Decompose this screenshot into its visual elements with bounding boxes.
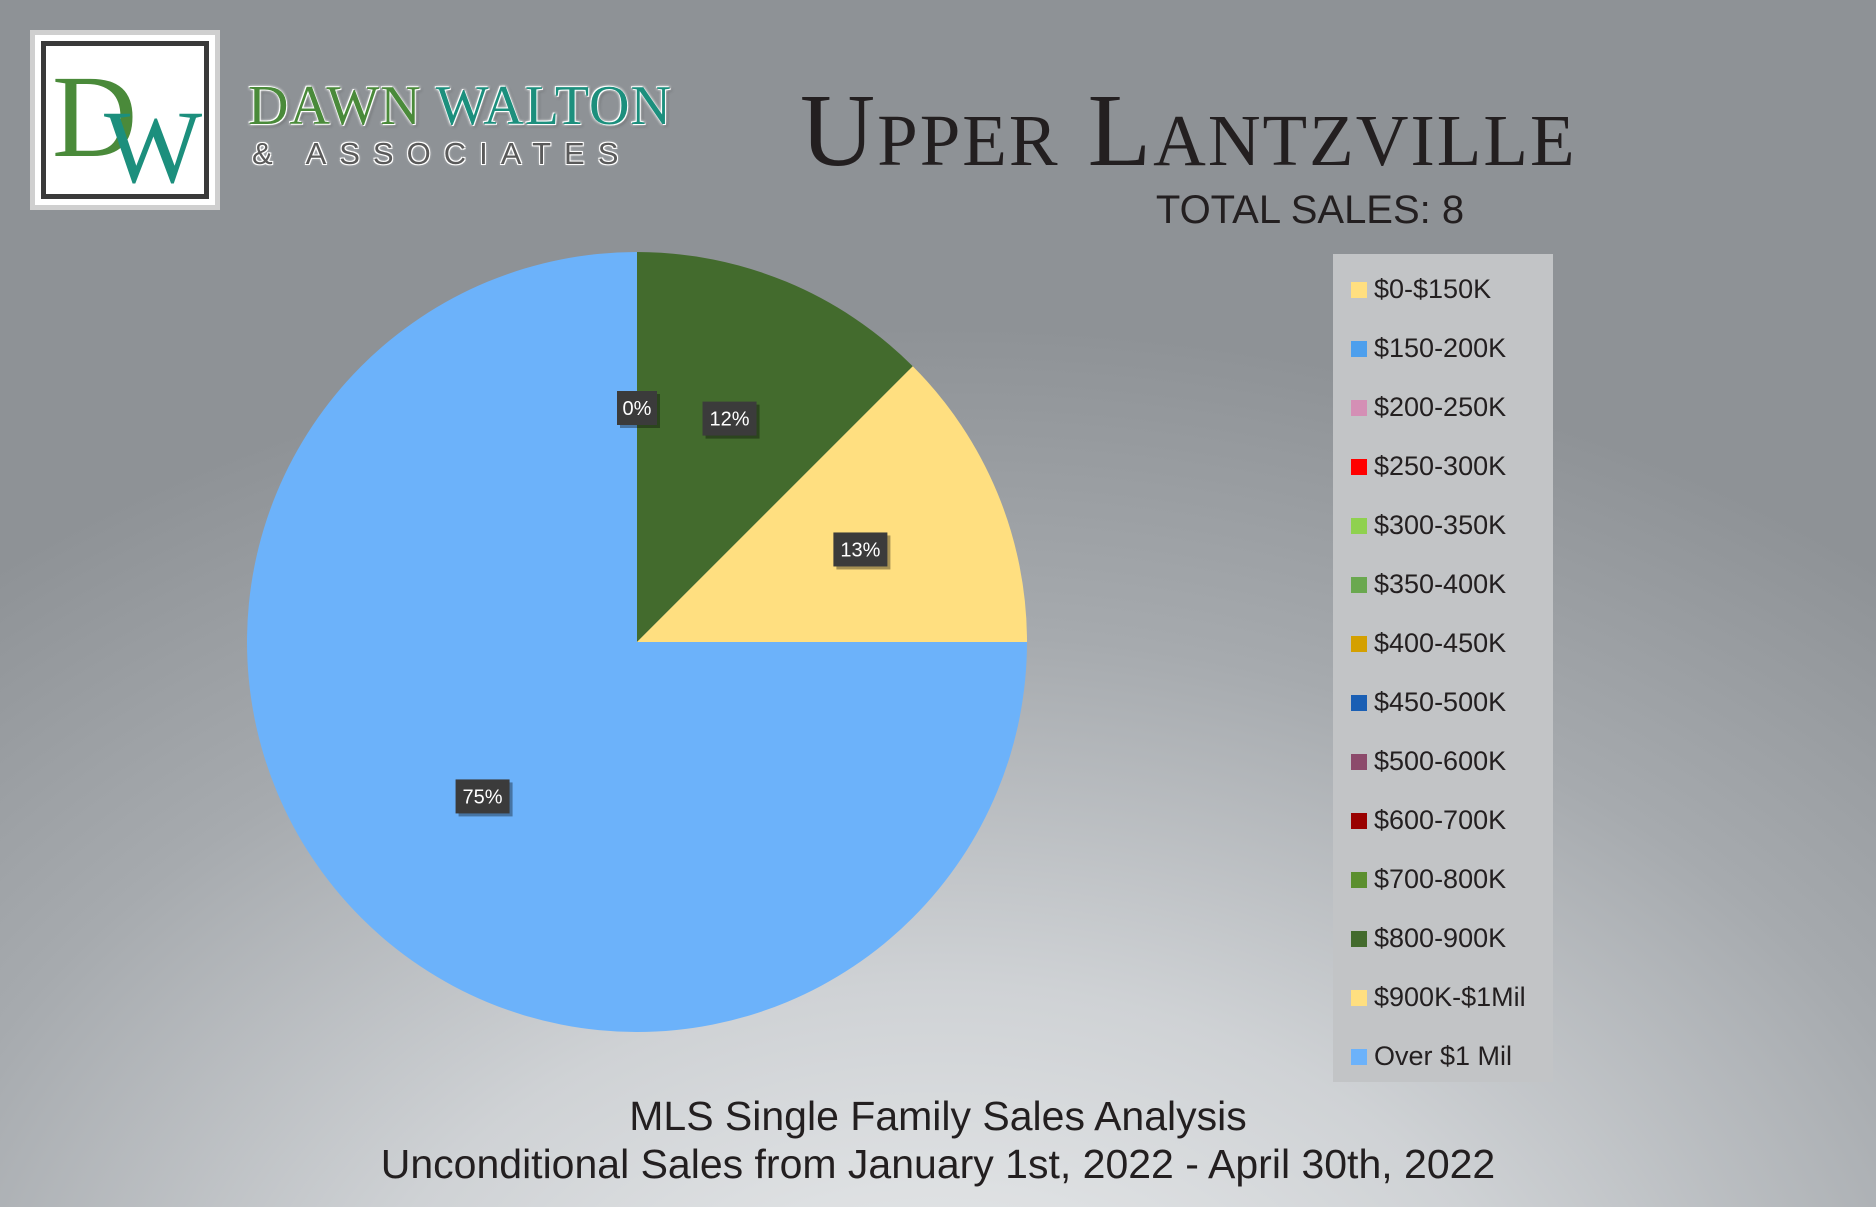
data-label-over-1-mil: 75% bbox=[455, 779, 513, 817]
legend-item-150-200k: $150-200K bbox=[1333, 319, 1553, 378]
data-label-zero: 0% bbox=[617, 391, 660, 428]
legend-swatch bbox=[1351, 458, 1367, 475]
legend-swatch bbox=[1351, 871, 1367, 888]
legend-item-350-400k: $350-400K bbox=[1333, 555, 1553, 614]
legend-item-900k-1mil: $900K-$1Mil bbox=[1333, 968, 1553, 1027]
total-sales: TOTAL SALES: 8 bbox=[1155, 188, 1465, 232]
legend-label: $300-350K bbox=[1374, 510, 1507, 540]
svg-text:W: W bbox=[104, 90, 202, 194]
legend-item-300-350k: $300-350K bbox=[1333, 496, 1553, 555]
legend-swatch bbox=[1351, 694, 1367, 711]
legend-item-500-600k: $500-600K bbox=[1333, 732, 1553, 791]
footer-line-2: Unconditional Sales from January 1st, 20… bbox=[380, 1141, 1496, 1187]
legend-item-700-800k: $700-800K bbox=[1333, 850, 1553, 909]
pie-slice-800-900k bbox=[637, 252, 913, 642]
brand-name-last: WALTON bbox=[435, 75, 672, 137]
legend-swatch bbox=[1351, 753, 1367, 770]
page-title: Upper Lantzville bbox=[800, 73, 1577, 188]
legend-swatch bbox=[1351, 340, 1367, 357]
svg-text:D: D bbox=[52, 51, 137, 182]
legend-swatch bbox=[1351, 281, 1367, 298]
legend-swatch bbox=[1351, 1048, 1367, 1065]
data-label-zero-text: 0% bbox=[623, 398, 652, 420]
legend-label: $600-700K bbox=[1374, 805, 1507, 835]
legend-item-over-1-mil: Over $1 Mil bbox=[1333, 1027, 1553, 1086]
legend-item-200-250k: $200-250K bbox=[1333, 378, 1553, 437]
legend-item-800-900k: $800-900K bbox=[1333, 909, 1553, 968]
legend-label: $150-200K bbox=[1374, 333, 1507, 363]
legend-label: $500-600K bbox=[1374, 746, 1507, 776]
legend-label: $350-400K bbox=[1374, 569, 1507, 599]
legend-swatch bbox=[1351, 930, 1367, 947]
legend-swatch bbox=[1351, 399, 1367, 416]
legend-label: $250-300K bbox=[1374, 451, 1507, 481]
brand-subtitle: & ASSOCIATES bbox=[252, 136, 632, 171]
legend-label: $200-250K bbox=[1374, 392, 1507, 422]
legend-swatch bbox=[1351, 576, 1367, 593]
legend-label: Over $1 Mil bbox=[1374, 1041, 1513, 1071]
legend-swatch bbox=[1351, 812, 1367, 829]
data-label-800-900k: 12% bbox=[702, 401, 760, 439]
legend-swatch bbox=[1351, 989, 1367, 1006]
brand-name-first: DAWN bbox=[248, 75, 422, 137]
legend-swatch bbox=[1351, 517, 1367, 534]
data-label-over-1-mil-text: 75% bbox=[463, 786, 503, 808]
legend-label: $800-900K bbox=[1374, 923, 1507, 953]
legend-label: $450-500K bbox=[1374, 687, 1507, 717]
legend-label: $400-450K bbox=[1374, 628, 1507, 658]
brand-name: DAWN WALTON bbox=[248, 74, 672, 138]
legend-item-600-700k: $600-700K bbox=[1333, 791, 1553, 850]
pie-slice-over-1-mil bbox=[247, 252, 1027, 1032]
logo: D W DW bbox=[30, 30, 220, 210]
chart-legend: $0-$150K $150-200K $200-250K $250-300K $300-… bbox=[1333, 254, 1553, 1082]
legend-item-400-450k: $400-450K bbox=[1333, 614, 1553, 673]
data-label-900k-1mil-text: 13% bbox=[840, 539, 880, 561]
legend-item-450-500k: $450-500K bbox=[1333, 673, 1553, 732]
logo-frame: D W DW bbox=[41, 41, 209, 199]
logo-monogram: D W DW bbox=[52, 51, 202, 194]
brand-wordmark: DAWN WALTON & ASSOCIATES bbox=[248, 74, 728, 174]
footer-line-1: MLS Single Family Sales Analysis bbox=[629, 1093, 1247, 1139]
data-label-800-900k-text: 12% bbox=[710, 409, 750, 431]
legend-label: $0-$150K bbox=[1374, 274, 1492, 304]
legend-item-0-150k: $0-$150K bbox=[1333, 260, 1553, 319]
legend-label: $900K-$1Mil bbox=[1374, 982, 1526, 1012]
legend-swatch bbox=[1351, 635, 1367, 652]
legend-item-250-300k: $250-300K bbox=[1333, 437, 1553, 496]
legend-label: $700-800K bbox=[1374, 864, 1507, 894]
pie-slice-900k-1mil bbox=[637, 366, 1027, 642]
data-label-900k-1mil: 13% bbox=[833, 532, 891, 570]
